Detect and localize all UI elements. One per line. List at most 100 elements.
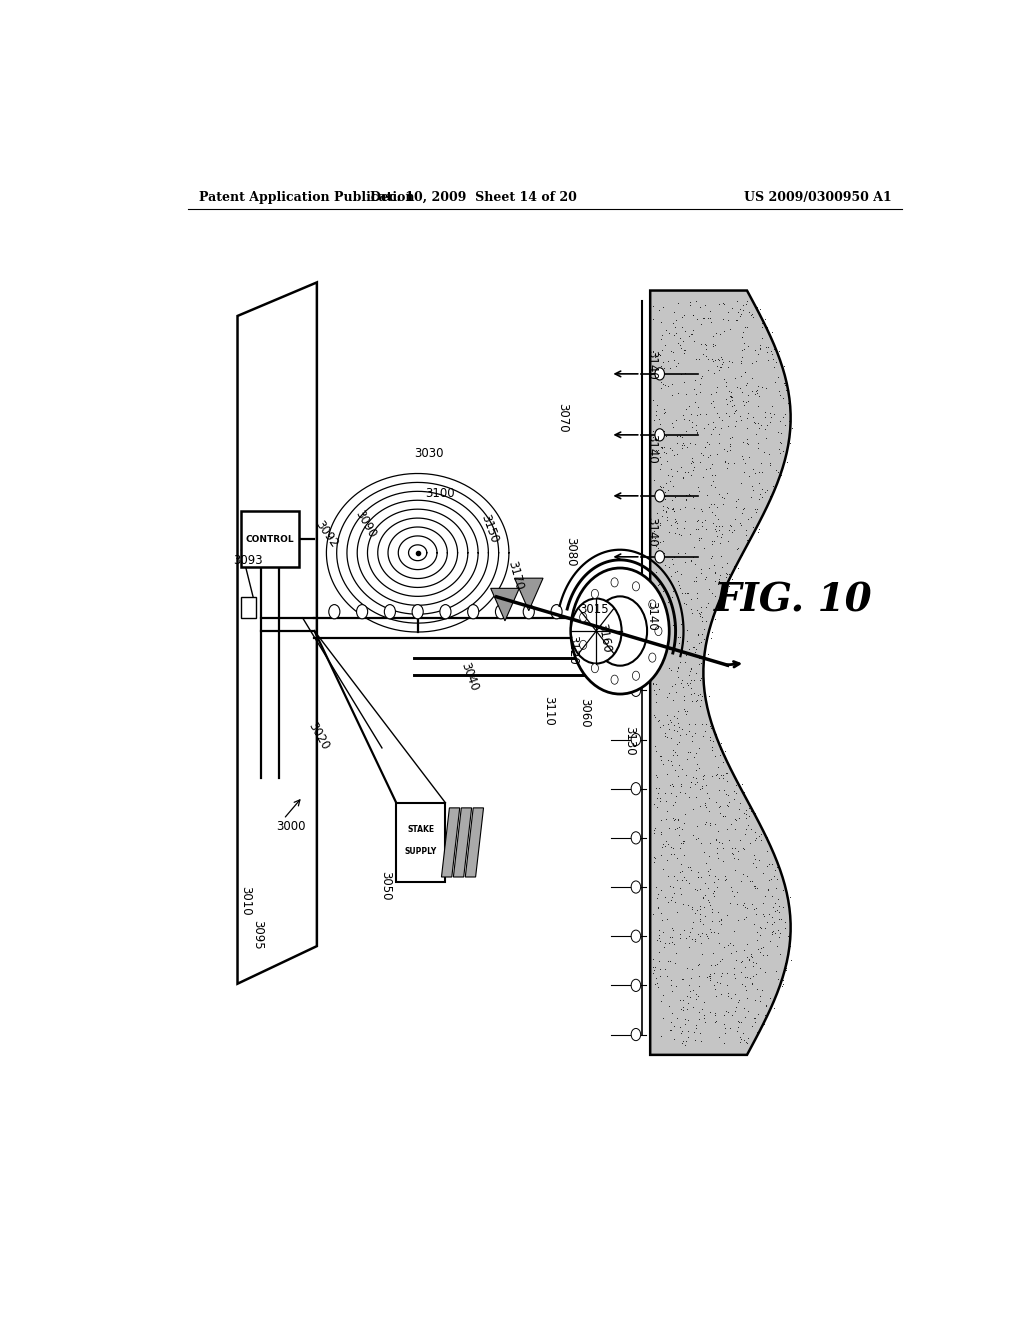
Point [653,486,670,507]
Point [682,549,698,570]
Point [670,543,686,564]
Point [710,525,726,546]
Point [707,1005,723,1026]
Point [706,397,722,418]
Point [645,426,662,447]
Point [683,404,699,425]
Point [660,718,677,739]
Point [781,411,798,432]
Point [670,433,686,454]
Point [711,516,727,537]
Point [690,954,707,975]
Text: 3090: 3090 [353,508,379,540]
Point [651,343,668,364]
Point [663,970,679,991]
Point [684,450,700,471]
Point [741,949,758,970]
Point [725,886,741,907]
Point [686,379,702,400]
Point [688,663,705,684]
Point [667,486,683,507]
Point [714,354,730,375]
Point [730,1011,746,1032]
Point [691,1022,708,1043]
Point [657,830,674,851]
Polygon shape [465,808,483,876]
Point [733,871,750,892]
Point [688,639,705,660]
Point [682,294,698,315]
Point [743,304,760,325]
Point [748,953,764,974]
Point [705,731,721,752]
Point [752,942,768,964]
Point [715,768,731,789]
Point [659,750,676,771]
Point [659,350,676,371]
Point [736,940,753,961]
Point [655,754,672,775]
Point [719,482,735,503]
Point [655,531,672,552]
Point [647,706,664,727]
Point [676,593,692,614]
Point [695,1007,712,1028]
Point [722,428,738,449]
Point [754,979,770,1001]
Point [726,556,742,577]
Point [667,883,683,904]
Point [695,887,712,908]
Point [652,750,669,771]
Circle shape [523,605,535,619]
Point [744,306,761,327]
Point [659,865,676,886]
Point [707,880,723,902]
Point [687,713,703,734]
Point [660,932,677,953]
Point [734,300,751,321]
Point [764,343,780,364]
Point [758,378,774,399]
Point [729,488,745,510]
Circle shape [655,368,665,380]
Circle shape [655,429,665,441]
Point [756,1014,772,1035]
Point [781,936,798,957]
Point [706,418,722,440]
Point [717,578,733,599]
Point [719,818,735,840]
Point [723,569,739,590]
Point [738,808,755,829]
Point [673,832,689,853]
Point [753,937,769,958]
Point [673,614,689,635]
Point [658,850,675,871]
Point [695,628,712,649]
Point [647,973,664,994]
Point [654,374,671,395]
Point [772,432,788,453]
Point [652,491,669,512]
Point [708,322,724,343]
Point [714,487,730,508]
Point [701,965,718,986]
Point [673,457,689,478]
Point [697,640,714,661]
Point [734,544,751,565]
Point [682,771,698,792]
Point [762,486,778,507]
Point [776,404,793,425]
Point [778,960,795,981]
Point [745,411,762,432]
Point [734,1022,751,1043]
Point [693,623,710,644]
Point [667,500,683,521]
Point [700,578,717,599]
Point [718,389,734,411]
Point [706,962,722,983]
Point [737,392,754,413]
Point [745,516,762,537]
Point [739,434,756,455]
Point [667,523,683,544]
Point [683,657,699,678]
